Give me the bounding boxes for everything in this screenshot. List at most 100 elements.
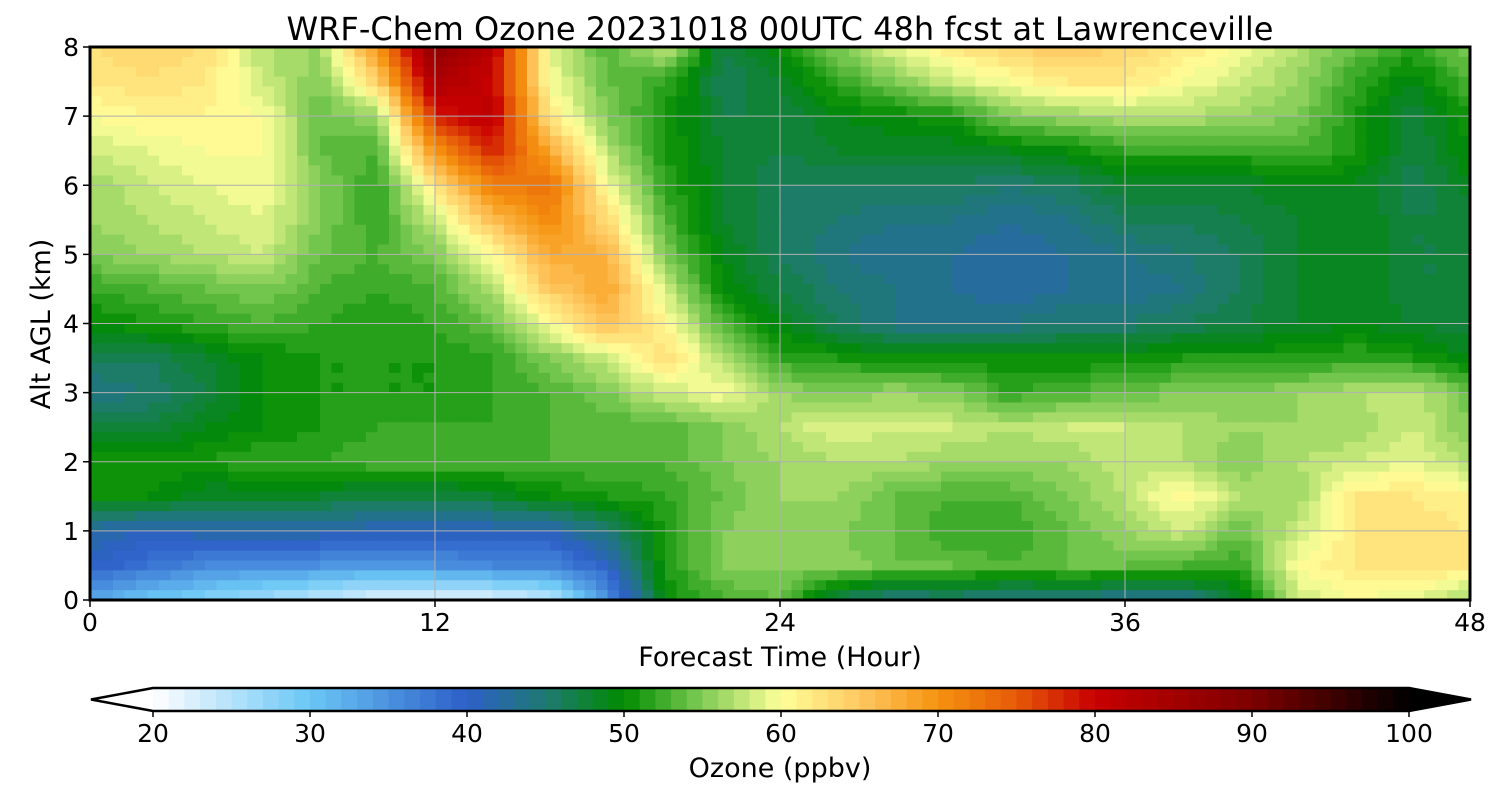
heatmap-cell	[837, 323, 850, 334]
heatmap-cell	[1044, 126, 1057, 137]
heatmap-cell	[124, 254, 137, 265]
heatmap-cell	[550, 323, 563, 334]
heatmap-cell	[814, 135, 827, 147]
heatmap-cell	[1458, 116, 1471, 127]
heatmap-cell	[676, 412, 689, 423]
heatmap-cell	[1251, 303, 1264, 315]
heatmap-cell	[124, 135, 137, 147]
heatmap-cell	[975, 372, 988, 384]
heatmap-cell	[872, 313, 885, 325]
heatmap-cell	[1424, 224, 1437, 236]
heatmap-cell	[1458, 293, 1471, 305]
heatmap-cell	[1251, 86, 1264, 97]
heatmap-cell	[1447, 126, 1460, 137]
heatmap-cell	[768, 86, 781, 97]
heatmap-cell	[182, 126, 195, 137]
heatmap-cell	[1412, 195, 1425, 206]
heatmap-cell	[607, 264, 620, 275]
heatmap-cell	[906, 224, 919, 236]
heatmap-cell	[504, 392, 517, 404]
heatmap-cell	[803, 412, 816, 423]
heatmap-cell	[193, 323, 206, 334]
heatmap-cell	[826, 343, 839, 354]
heatmap-cell	[1205, 106, 1218, 117]
heatmap-cell	[964, 343, 977, 354]
heatmap-cell	[228, 422, 241, 433]
heatmap-cell	[699, 402, 712, 413]
heatmap-cell	[619, 372, 632, 384]
heatmap-cell	[561, 451, 574, 463]
heatmap-cell	[446, 205, 459, 216]
heatmap-cell	[676, 422, 689, 433]
heatmap-cell	[1159, 234, 1172, 246]
heatmap-cell	[665, 392, 678, 404]
heatmap-cell	[1010, 155, 1023, 167]
heatmap-cell	[1010, 284, 1023, 295]
heatmap-cell	[1274, 56, 1287, 68]
heatmap-cell	[1389, 333, 1402, 344]
heatmap-cell	[515, 412, 528, 423]
heatmap-cell	[826, 224, 839, 236]
heatmap-cell	[630, 392, 643, 404]
heatmap-cell	[676, 353, 689, 364]
heatmap-cell	[584, 234, 597, 246]
heatmap-cell	[768, 363, 781, 374]
heatmap-cell	[849, 185, 862, 196]
heatmap-cell	[228, 155, 241, 167]
heatmap-cell	[205, 451, 218, 463]
heatmap-cell	[734, 224, 747, 236]
heatmap-cell	[676, 343, 689, 354]
heatmap-cell	[596, 254, 609, 265]
heatmap-cell	[101, 323, 114, 334]
heatmap-cell	[1217, 205, 1230, 216]
heatmap-cell	[170, 303, 183, 315]
heatmap-cell	[1412, 185, 1425, 196]
heatmap-cell	[573, 244, 586, 255]
heatmap-cell	[883, 66, 896, 78]
heatmap-cell	[1366, 165, 1379, 176]
heatmap-cell	[1412, 313, 1425, 325]
heatmap-cell	[1309, 145, 1322, 157]
heatmap-cell	[1332, 145, 1345, 157]
heatmap-cell	[584, 106, 597, 117]
heatmap-cell	[1205, 135, 1218, 147]
heatmap-cell	[170, 135, 183, 147]
heatmap-cell	[435, 284, 448, 295]
heatmap-cell	[538, 56, 551, 68]
heatmap-cell	[297, 372, 310, 384]
heatmap-cell	[975, 392, 988, 404]
heatmap-cell	[837, 126, 850, 137]
heatmap-cell	[1435, 205, 1448, 216]
heatmap-cell	[90, 333, 103, 344]
heatmap-cell	[837, 145, 850, 157]
heatmap-cell	[653, 333, 666, 344]
heatmap-cell	[676, 145, 689, 157]
heatmap-cell	[561, 205, 574, 216]
heatmap-cell	[435, 175, 448, 186]
heatmap-cell	[205, 244, 218, 255]
heatmap-cell	[975, 353, 988, 364]
heatmap-cell	[757, 135, 770, 147]
heatmap-cell	[205, 126, 218, 137]
heatmap-cell	[1033, 372, 1046, 384]
heatmap-cell	[1286, 76, 1299, 88]
heatmap-cell	[193, 56, 206, 68]
heatmap-cell	[1079, 86, 1092, 97]
heatmap-cell	[653, 224, 666, 236]
heatmap-cell	[998, 126, 1011, 137]
heatmap-cell	[941, 293, 954, 305]
heatmap-cell	[1148, 165, 1161, 176]
heatmap-cell	[734, 116, 747, 127]
heatmap-cell	[791, 116, 804, 127]
heatmap-cell	[182, 145, 195, 157]
heatmap-cell	[170, 116, 183, 127]
heatmap-cell	[1067, 303, 1080, 315]
heatmap-cell	[1033, 96, 1046, 107]
heatmap-cell	[412, 382, 425, 394]
heatmap-cell	[170, 254, 183, 265]
heatmap-cell	[262, 47, 275, 58]
heatmap-cell	[1424, 96, 1437, 107]
heatmap-cell	[1136, 244, 1149, 255]
heatmap-cell	[274, 185, 287, 196]
heatmap-cell	[745, 442, 758, 453]
